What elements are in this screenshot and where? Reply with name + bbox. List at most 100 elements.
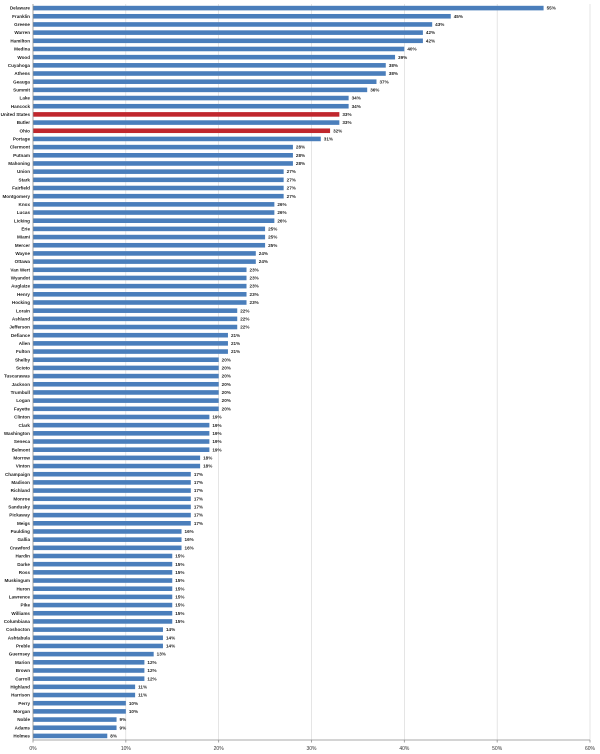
bar (33, 275, 247, 281)
category-label: Fairfield (12, 186, 30, 191)
value-label: 8% (110, 734, 117, 739)
value-label: 10% (129, 701, 138, 706)
bar (33, 651, 154, 657)
bar (33, 700, 126, 706)
bar (33, 128, 331, 134)
value-label: 19% (212, 439, 221, 444)
bar (33, 619, 173, 624)
category-label: Carroll (15, 676, 30, 681)
category-label: Pickaway (9, 513, 30, 518)
bar (33, 635, 163, 641)
bar (33, 103, 349, 109)
value-label: 28% (296, 145, 305, 150)
value-label: 22% (240, 316, 249, 321)
bar (33, 341, 228, 346)
category-label: Fulton (16, 349, 30, 354)
value-label: 27% (287, 194, 296, 199)
bar (33, 733, 108, 739)
value-label: 25% (268, 226, 277, 231)
value-label: 23% (250, 292, 259, 297)
bar (33, 578, 173, 583)
category-label: Noble (17, 717, 30, 722)
category-label: Wyandot (11, 276, 31, 281)
value-label: 28% (296, 161, 305, 166)
value-label: 18% (203, 455, 212, 460)
category-label: Preble (16, 644, 30, 649)
value-label: 26% (277, 202, 286, 207)
category-label: Seneca (14, 439, 31, 444)
category-label: Franklin (12, 14, 30, 19)
value-label: 22% (240, 308, 249, 313)
value-label: 16% (185, 537, 194, 542)
value-label: 20% (222, 357, 231, 362)
bar (33, 610, 173, 616)
bar (33, 414, 210, 420)
value-label: 11% (138, 684, 147, 689)
bar (33, 259, 256, 264)
bar (33, 717, 117, 722)
x-tick-label: 0% (29, 746, 37, 752)
value-label: 20% (222, 366, 231, 371)
bar (33, 643, 163, 649)
category-label: Allen (19, 341, 30, 346)
bar (33, 512, 191, 518)
value-label: 15% (175, 611, 184, 616)
bar (33, 496, 191, 502)
bar (33, 537, 182, 542)
category-label: Athens (14, 71, 30, 76)
bar (33, 242, 266, 248)
category-label: Holmes (13, 734, 30, 739)
value-label: 14% (166, 635, 175, 640)
category-label: Scioto (16, 366, 30, 371)
bar (33, 193, 284, 199)
category-label: Guernsey (9, 652, 31, 657)
bar (33, 234, 266, 240)
value-label: 17% (194, 496, 203, 501)
bar (33, 136, 321, 142)
value-label: 26% (277, 218, 286, 223)
x-tick-label: 40% (399, 746, 410, 752)
category-label: Defiance (11, 333, 31, 338)
category-label: Crawford (10, 545, 30, 550)
value-label: 37% (379, 79, 388, 84)
value-label: 32% (333, 128, 342, 133)
category-label: Highland (10, 684, 30, 689)
category-label: Ross (19, 570, 31, 575)
bar (33, 390, 219, 395)
bar (33, 210, 275, 215)
category-label: Morrow (13, 455, 30, 460)
bar (33, 120, 340, 125)
category-label: Ottawa (15, 259, 31, 264)
bar (33, 292, 247, 297)
category-label: Clermont (10, 145, 31, 150)
bar (33, 226, 266, 232)
category-label: Ashland (12, 316, 30, 321)
bar (33, 684, 136, 690)
category-label: Fayette (14, 406, 31, 411)
bar (33, 586, 173, 592)
bar (33, 439, 210, 444)
value-label: 36% (370, 87, 379, 92)
category-label: Lucas (17, 210, 31, 215)
category-label: Ohio (20, 128, 31, 133)
value-label: 23% (250, 276, 259, 281)
bar (33, 251, 256, 256)
x-tick-label: 30% (306, 746, 317, 752)
bar (33, 22, 433, 27)
category-label: Portage (13, 137, 31, 142)
category-label: Hamilton (10, 38, 30, 43)
bar (33, 447, 210, 452)
category-label: Shelby (15, 357, 31, 362)
value-label: 11% (138, 693, 147, 698)
value-label: 40% (407, 47, 416, 52)
value-label: 31% (324, 137, 333, 142)
value-label: 23% (250, 284, 259, 289)
category-label: Adams (15, 725, 31, 730)
category-label: Jefferson (9, 325, 30, 330)
value-label: 20% (222, 406, 231, 411)
category-label: Jackson (12, 382, 31, 387)
value-label: 13% (157, 652, 166, 657)
category-label: Mercer (15, 243, 30, 248)
value-label: 23% (250, 300, 259, 305)
